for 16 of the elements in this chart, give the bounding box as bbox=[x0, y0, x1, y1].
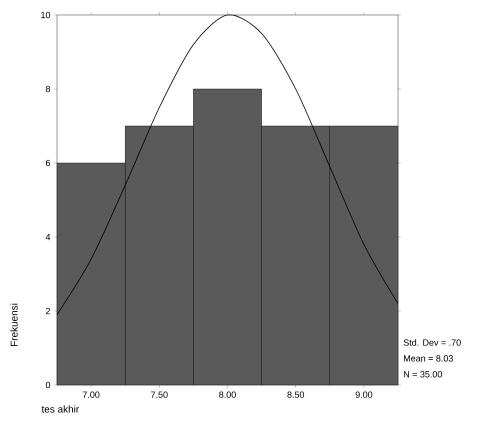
x-tick-label: 8.50 bbox=[287, 392, 304, 398]
x-tick-label: 7.50 bbox=[151, 392, 168, 398]
y-tick-label: 0 bbox=[46, 382, 50, 388]
text: N = 35.00 bbox=[404, 371, 442, 378]
y-tick-label: 10 bbox=[41, 12, 50, 18]
x-tick-label: 7.00 bbox=[82, 392, 100, 398]
y-tick-label: 8 bbox=[46, 86, 50, 92]
y-tick-label: 4 bbox=[46, 234, 50, 240]
x-axis-title: tes akhir bbox=[42, 405, 79, 413]
text: Std. Dev = .70 bbox=[404, 339, 461, 346]
y-tick-label: 2 bbox=[46, 308, 50, 314]
text: Mean = 8.03 bbox=[404, 355, 453, 362]
x-tick-label: 9.00 bbox=[356, 392, 372, 398]
y-axis-title: Frekuensi bbox=[10, 304, 18, 346]
x-tick-label: 8.00 bbox=[219, 392, 236, 398]
y-tick-label: 6 bbox=[46, 160, 50, 166]
